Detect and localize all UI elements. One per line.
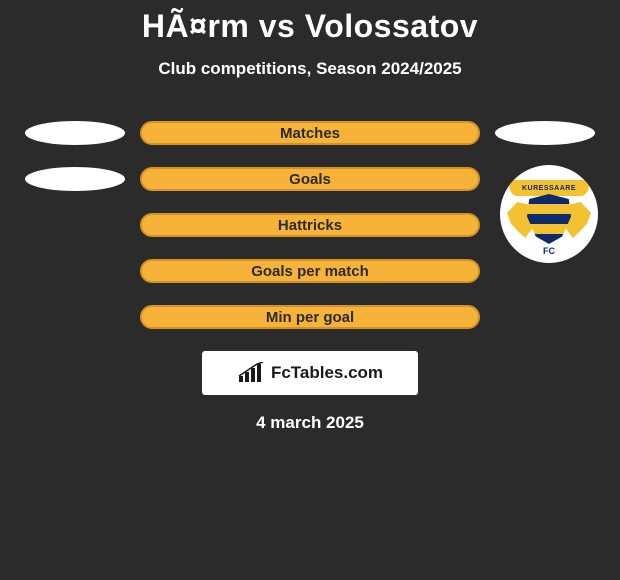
left-slot xyxy=(10,121,140,145)
brand-badge: FcTables.com xyxy=(202,351,418,395)
shield-stripe xyxy=(527,204,571,214)
brand-text: FcTables.com xyxy=(271,363,383,383)
left-value-ellipse xyxy=(25,167,125,191)
stats-panel: Matches Goals Hattricks Goals per match xyxy=(0,121,620,329)
right-slot xyxy=(480,121,610,145)
stat-bar: Min per goal xyxy=(140,305,480,329)
stat-bar: Matches xyxy=(140,121,480,145)
shield-stripe xyxy=(527,234,571,244)
page-title: HÃ¤rm vs Volossatov xyxy=(0,0,620,45)
shield-stripe xyxy=(527,224,571,234)
crest-icon: KURESSAARE FC xyxy=(509,174,589,254)
left-value-ellipse xyxy=(25,121,125,145)
stat-bar: Hattricks xyxy=(140,213,480,237)
club-badge: KURESSAARE FC xyxy=(500,165,598,263)
stat-bar: Goals per match xyxy=(140,259,480,283)
stat-bar: Goals xyxy=(140,167,480,191)
bar-chart-icon xyxy=(237,362,265,384)
stat-row: Matches xyxy=(0,121,620,145)
left-slot xyxy=(10,167,140,191)
crest-shield-icon xyxy=(527,194,571,244)
page-subtitle: Club competitions, Season 2024/2025 xyxy=(0,59,620,79)
crest-banner: KURESSAARE xyxy=(509,180,589,196)
stat-row: Goals per match xyxy=(0,259,620,283)
stat-row: Min per goal xyxy=(0,305,620,329)
footer-date: 4 march 2025 xyxy=(0,413,620,433)
crest-fc-text: FC xyxy=(543,246,555,256)
shield-stripe xyxy=(527,214,571,224)
right-value-ellipse xyxy=(495,121,595,145)
